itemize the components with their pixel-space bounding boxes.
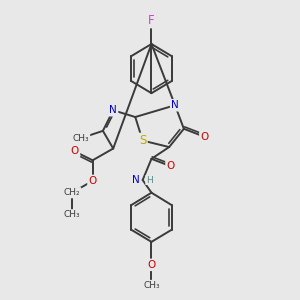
Text: O: O xyxy=(71,146,79,157)
Text: F: F xyxy=(148,14,155,27)
Text: O: O xyxy=(200,132,208,142)
Text: CH₃: CH₃ xyxy=(73,134,89,143)
Text: H: H xyxy=(146,176,152,184)
Text: CH₂: CH₂ xyxy=(64,188,80,197)
Text: CH₃: CH₃ xyxy=(64,210,80,219)
Text: O: O xyxy=(88,176,97,186)
Text: S: S xyxy=(139,134,146,147)
Text: CH₃: CH₃ xyxy=(143,281,160,290)
Text: N: N xyxy=(132,175,140,185)
Text: N: N xyxy=(171,100,179,110)
Text: O: O xyxy=(167,161,175,171)
Text: N: N xyxy=(109,105,117,115)
Text: O: O xyxy=(147,260,156,270)
